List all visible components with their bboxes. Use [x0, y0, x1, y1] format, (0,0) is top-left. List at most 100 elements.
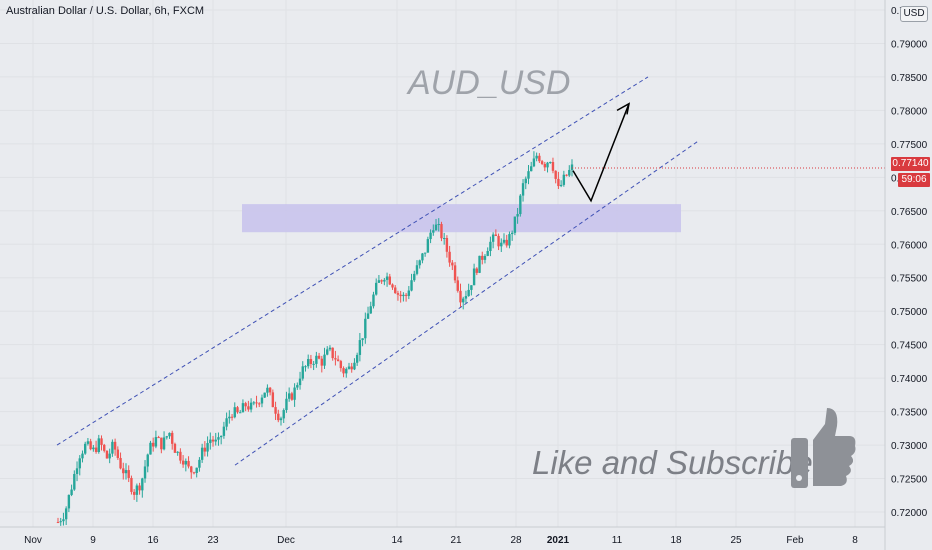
candle-body	[113, 441, 117, 450]
price-tick-label: 0.78000	[891, 106, 928, 117]
candle-body	[549, 162, 552, 164]
candle-body	[279, 418, 283, 421]
candle-body	[391, 284, 394, 288]
candle-body	[89, 441, 92, 450]
candle-body	[500, 242, 503, 247]
candle-body	[516, 214, 519, 217]
candle-body	[532, 158, 536, 167]
channel-upper-line	[56, 76, 649, 446]
price-tick-label: 0.74000	[891, 374, 928, 385]
candle-body	[187, 460, 190, 467]
candle-body	[328, 347, 332, 350]
time-tick-label: Nov	[24, 535, 42, 546]
candle-body	[103, 444, 106, 451]
candle-body	[326, 349, 329, 355]
candle-body	[230, 416, 234, 418]
candle-body	[116, 449, 120, 458]
candle-body	[432, 230, 435, 233]
candle-body	[470, 285, 473, 290]
candle-body	[162, 437, 166, 450]
candle-body	[445, 237, 449, 252]
candle-body	[222, 426, 226, 436]
candle-body	[135, 485, 139, 495]
candle-body	[141, 478, 144, 491]
candle-body	[494, 234, 498, 236]
candle-body	[206, 443, 209, 452]
candle-body	[347, 366, 351, 369]
candle-body	[92, 447, 95, 450]
candle-body	[290, 393, 294, 400]
candle-body	[489, 241, 492, 252]
candle-body	[298, 378, 302, 386]
grid-lines	[0, 0, 885, 527]
candle-body	[481, 255, 484, 260]
candle-body	[282, 410, 285, 419]
candle-body	[124, 470, 128, 474]
candle-body	[138, 485, 141, 491]
candle-body	[157, 437, 160, 439]
candle-body	[315, 355, 318, 364]
candle-body	[317, 355, 321, 359]
candle-body	[105, 450, 109, 459]
price-tick-label: 0.77500	[891, 140, 928, 151]
price-tick-label: 0.75000	[891, 307, 928, 318]
candle-body	[527, 171, 530, 179]
candle-body	[519, 195, 522, 215]
candle-body	[546, 162, 549, 168]
candle-body	[97, 438, 100, 452]
candle-body	[538, 155, 541, 162]
candle-body	[200, 447, 204, 460]
price-tick-label: 0.76500	[891, 207, 928, 218]
symbol-watermark: AUD_USD	[408, 64, 571, 102]
time-tick-label: 25	[730, 535, 742, 546]
candle-body	[184, 460, 188, 465]
candle-body	[462, 298, 465, 303]
candle-body	[364, 318, 367, 339]
candle-body	[217, 437, 220, 440]
candle-body	[241, 403, 245, 413]
candle-body	[132, 491, 136, 495]
price-tick-label: 0.79000	[891, 39, 928, 50]
candle-body	[151, 442, 155, 447]
candle-body	[369, 306, 372, 314]
candle-body	[260, 397, 264, 404]
candle-body	[190, 466, 193, 473]
candle-body	[198, 459, 201, 468]
candle-body	[228, 416, 231, 419]
candle-body	[486, 251, 489, 256]
candle-body	[149, 442, 152, 455]
candle-body	[320, 358, 323, 366]
candle-body	[437, 224, 440, 226]
candle-body	[565, 174, 568, 176]
candle-body	[146, 454, 149, 467]
price-tick-label: 0.74500	[891, 341, 928, 352]
time-tick-label: Feb	[786, 535, 804, 546]
candle-body	[100, 438, 103, 445]
time-axis[interactable]: Nov 9 16 23 Dec 14 21 28 2021 11 18 25 Feb 8	[0, 526, 885, 546]
currency-badge[interactable]: USD	[900, 6, 928, 22]
candle-body	[293, 387, 296, 400]
candle-body	[62, 519, 65, 522]
candle-body	[225, 418, 228, 427]
bar-countdown: 59:06	[898, 173, 930, 187]
candle-body	[233, 407, 236, 418]
candle-body	[195, 467, 198, 474]
time-tick-label: 2021	[547, 535, 570, 546]
candle-body	[557, 178, 560, 187]
candle-body	[67, 494, 71, 509]
time-tick-label: 14	[391, 535, 403, 546]
price-tick-label: 0.78500	[891, 73, 928, 84]
candle-body	[203, 447, 207, 452]
price-axis[interactable]: 0.795000.790000.785000.780000.775000.770…	[884, 0, 928, 550]
candle-body	[78, 458, 81, 469]
candle-body	[510, 232, 514, 235]
candle-body	[559, 184, 563, 187]
candle-body	[491, 234, 495, 242]
candle-body	[404, 294, 408, 296]
candle-body	[358, 340, 362, 355]
candle-body	[307, 359, 310, 367]
candle-body	[453, 265, 457, 281]
candle-body	[73, 473, 76, 490]
candle-body	[236, 407, 239, 413]
